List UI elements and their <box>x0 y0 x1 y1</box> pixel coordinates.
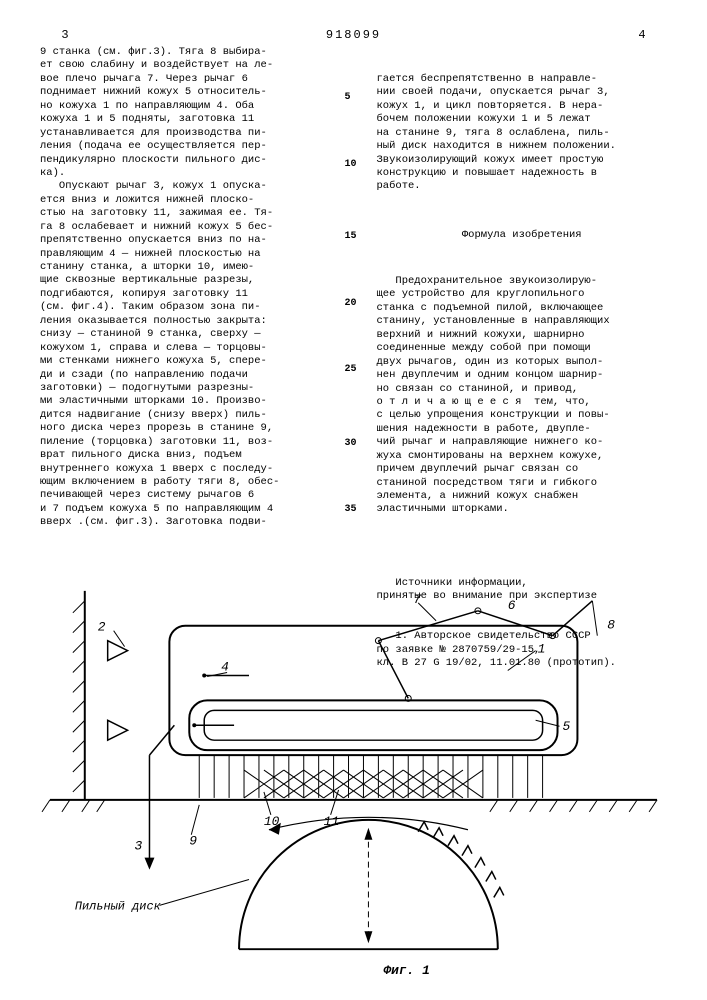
page-number-right: 4 <box>617 28 667 42</box>
page-number-left: 3 <box>40 28 90 42</box>
svg-text:4: 4 <box>221 660 229 675</box>
figure-svg: 1 2 3 4 5 6 7 8 9 10 11 <box>40 580 667 980</box>
svg-text:2: 2 <box>98 620 106 635</box>
line-num-10: 10 <box>345 159 357 172</box>
svg-text:11: 11 <box>324 814 340 829</box>
svg-text:10: 10 <box>264 814 280 829</box>
line-num-30: 30 <box>345 438 357 451</box>
line-num-5: 5 <box>345 92 351 105</box>
doc-number: 918099 <box>90 28 617 42</box>
line-num-35: 35 <box>345 504 357 517</box>
svg-text:3: 3 <box>135 839 143 854</box>
blade-label: Пильный диск <box>75 899 162 913</box>
figure-1: 1 2 3 4 5 6 7 8 9 10 11 <box>40 580 667 980</box>
claims-text: Предохранительное звукоизолирую- щее уст… <box>377 275 668 517</box>
svg-text:1: 1 <box>538 642 546 657</box>
right-top-text: гается беспрепятственно в направле- нии … <box>377 73 668 194</box>
svg-text:9: 9 <box>189 834 197 849</box>
claims-title: Формула изобретения <box>377 229 668 242</box>
svg-text:6: 6 <box>508 598 516 613</box>
figure-label: Фиг. 1 <box>383 963 430 978</box>
svg-text:5: 5 <box>563 719 571 734</box>
svg-text:8: 8 <box>607 618 615 633</box>
header: 3 918099 4 <box>40 28 667 42</box>
page: 3 918099 4 9 станка (см. фиг.3). Тяга 8 … <box>0 0 707 1000</box>
line-num-25: 25 <box>345 364 357 377</box>
line-num-20: 20 <box>345 298 357 311</box>
line-num-15: 15 <box>345 231 357 244</box>
